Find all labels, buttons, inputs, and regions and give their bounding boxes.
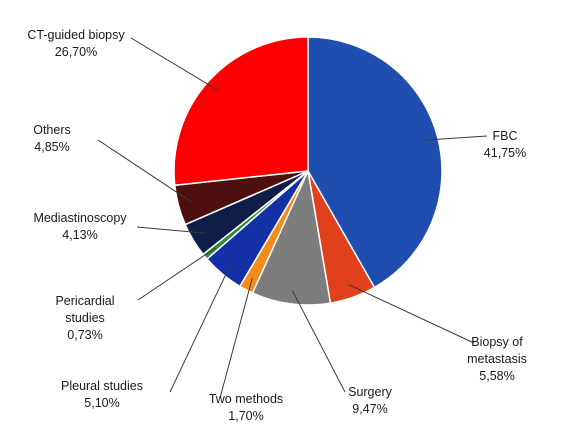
leader-line-pleural-studies bbox=[169, 263, 232, 393]
leader-line-others bbox=[97, 139, 192, 203]
pie-slice-ct-guided-biopsy bbox=[173, 36, 309, 187]
slice-label-surgery: Surgery 9,47% bbox=[348, 385, 393, 416]
pie-slices bbox=[173, 36, 443, 306]
slice-label-mediastinoscopy: Mediastinoscopy 4,13% bbox=[33, 211, 127, 242]
slice-label-ct-guided-biopsy: CT-guided biopsy 26,70% bbox=[27, 28, 125, 59]
leader-lines bbox=[97, 37, 488, 399]
leader-line-mediastinoscopy bbox=[136, 226, 205, 234]
leader-line-pericardial-studies bbox=[137, 247, 216, 301]
slice-label-biopsy-of-metastasis: Biopsy of metastasis 5,58% bbox=[467, 335, 527, 383]
pie-slice-fbc bbox=[307, 36, 443, 289]
slice-label-pleural-studies: Pleural studies 5,10% bbox=[61, 379, 143, 410]
slice-label-pericardial-studies: Pericardial studies 0,73% bbox=[55, 294, 114, 342]
slice-label-fbc: FBC 41,75% bbox=[484, 129, 526, 160]
leader-line-surgery bbox=[291, 290, 346, 393]
leader-line-two-methods bbox=[219, 277, 253, 399]
slice-labels: FBC 41,75% Biopsy of metastasis 5,58% Surgery… bbox=[27, 28, 527, 423]
pie-slice-surgery bbox=[251, 168, 332, 306]
slice-label-others: Others 4,85% bbox=[33, 123, 71, 154]
leader-line-ct-guided-biopsy bbox=[130, 37, 219, 91]
leader-line-biopsy-of-metastasis bbox=[348, 284, 475, 344]
leader-line-fbc bbox=[424, 135, 488, 141]
slice-label-two-methods: Two methods 1,70% bbox=[209, 392, 283, 423]
